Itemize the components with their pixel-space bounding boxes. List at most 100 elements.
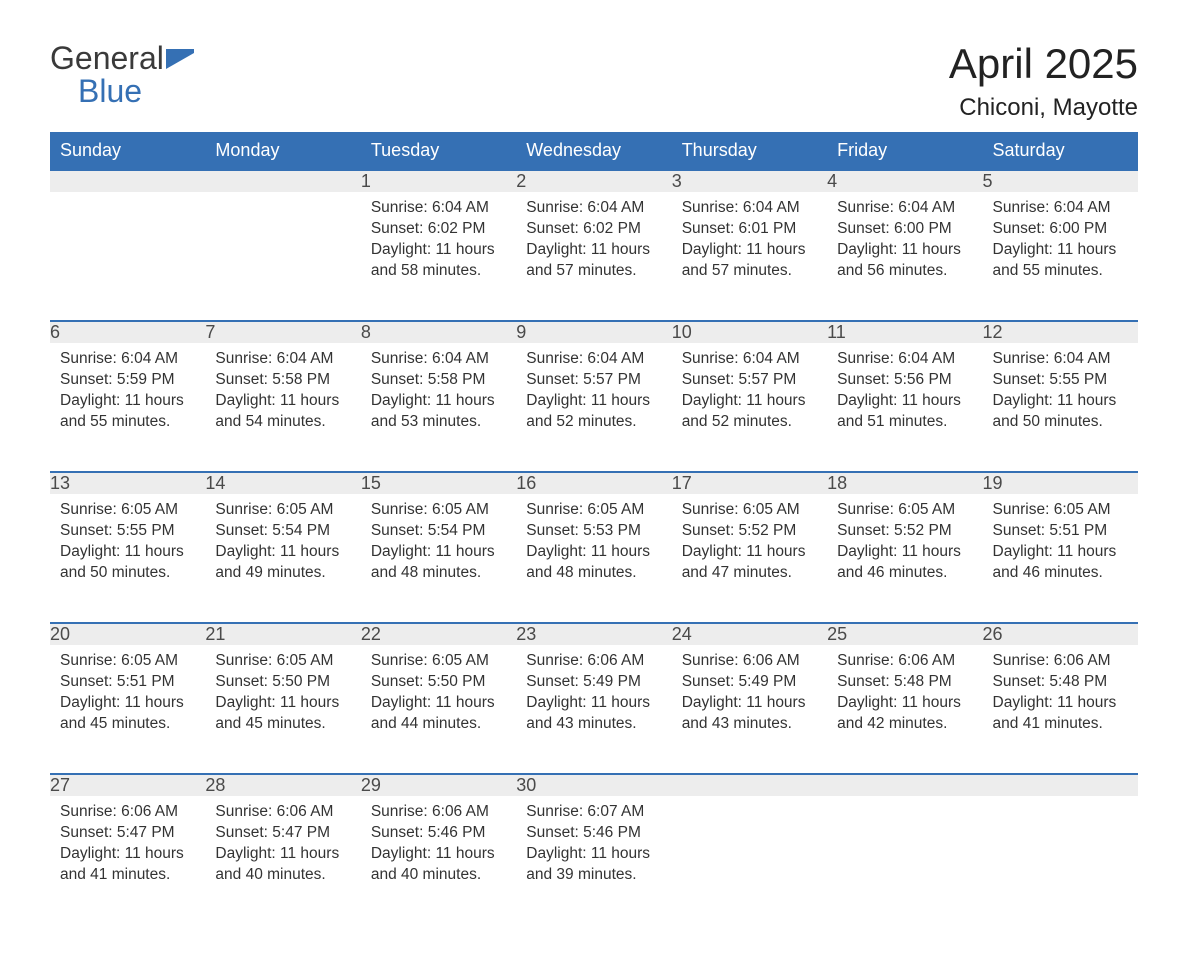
daylight-line: Daylight: 11 hours and 39 minutes.: [526, 844, 661, 886]
sunset-line: Sunset: 5:57 PM: [682, 370, 817, 391]
week-daynum-row: 27282930: [50, 774, 1138, 796]
sunset-line: Sunset: 5:59 PM: [60, 370, 195, 391]
day-body: Sunrise: 6:06 AMSunset: 5:47 PMDaylight:…: [50, 796, 205, 896]
week-body-row: Sunrise: 6:06 AMSunset: 5:47 PMDaylight:…: [50, 796, 1138, 924]
day-body: Sunrise: 6:04 AMSunset: 5:58 PMDaylight:…: [205, 343, 360, 443]
day-body: Sunrise: 6:07 AMSunset: 5:46 PMDaylight:…: [516, 796, 671, 896]
daylight-line: Daylight: 11 hours and 55 minutes.: [60, 391, 195, 433]
day-body: Sunrise: 6:05 AMSunset: 5:55 PMDaylight:…: [50, 494, 205, 594]
sunrise-line: Sunrise: 6:04 AM: [837, 198, 972, 219]
sunrise-line: Sunrise: 6:04 AM: [682, 198, 817, 219]
logo-flag-icon: [164, 42, 198, 79]
sunset-line: Sunset: 6:00 PM: [837, 219, 972, 240]
day-body: Sunrise: 6:06 AMSunset: 5:46 PMDaylight:…: [361, 796, 516, 896]
day-body: Sunrise: 6:06 AMSunset: 5:49 PMDaylight:…: [516, 645, 671, 745]
sunset-line: Sunset: 5:50 PM: [371, 672, 506, 693]
day-cell: Sunrise: 6:04 AMSunset: 5:58 PMDaylight:…: [361, 343, 516, 472]
brand-text-1: General: [50, 40, 164, 76]
day-number-cell: 1: [361, 170, 516, 192]
day-cell: Sunrise: 6:06 AMSunset: 5:46 PMDaylight:…: [361, 796, 516, 924]
daylight-line: Daylight: 11 hours and 45 minutes.: [215, 693, 350, 735]
weekday-header: Sunday: [50, 132, 205, 170]
sunrise-line: Sunrise: 6:04 AM: [60, 349, 195, 370]
day-cell: Sunrise: 6:05 AMSunset: 5:54 PMDaylight:…: [205, 494, 360, 623]
day-number-cell: 21: [205, 623, 360, 645]
day-cell: Sunrise: 6:04 AMSunset: 6:02 PMDaylight:…: [516, 192, 671, 321]
sunrise-line: Sunrise: 6:04 AM: [215, 349, 350, 370]
weekday-header: Thursday: [672, 132, 827, 170]
day-cell: [983, 796, 1138, 924]
day-number-cell: 20: [50, 623, 205, 645]
weekday-header: Wednesday: [516, 132, 671, 170]
day-cell: Sunrise: 6:04 AMSunset: 6:02 PMDaylight:…: [361, 192, 516, 321]
day-cell: Sunrise: 6:05 AMSunset: 5:52 PMDaylight:…: [827, 494, 982, 623]
day-body: Sunrise: 6:06 AMSunset: 5:48 PMDaylight:…: [827, 645, 982, 745]
day-body: Sunrise: 6:06 AMSunset: 5:47 PMDaylight:…: [205, 796, 360, 896]
sunset-line: Sunset: 6:00 PM: [993, 219, 1128, 240]
sunrise-line: Sunrise: 6:05 AM: [682, 500, 817, 521]
day-number-cell: 17: [672, 472, 827, 494]
sunset-line: Sunset: 5:47 PM: [60, 823, 195, 844]
day-body: Sunrise: 6:04 AMSunset: 5:57 PMDaylight:…: [516, 343, 671, 443]
day-number-cell: [983, 774, 1138, 796]
day-number-cell: 27: [50, 774, 205, 796]
day-number-cell: 23: [516, 623, 671, 645]
day-body: Sunrise: 6:04 AMSunset: 6:01 PMDaylight:…: [672, 192, 827, 292]
day-number-cell: 13: [50, 472, 205, 494]
calendar-table: SundayMondayTuesdayWednesdayThursdayFrid…: [50, 132, 1138, 924]
sunset-line: Sunset: 5:56 PM: [837, 370, 972, 391]
day-cell: Sunrise: 6:05 AMSunset: 5:50 PMDaylight:…: [361, 645, 516, 774]
sunset-line: Sunset: 5:52 PM: [837, 521, 972, 542]
day-cell: Sunrise: 6:06 AMSunset: 5:49 PMDaylight:…: [672, 645, 827, 774]
day-cell: [50, 192, 205, 321]
sunrise-line: Sunrise: 6:04 AM: [682, 349, 817, 370]
sunrise-line: Sunrise: 6:05 AM: [60, 500, 195, 521]
sunset-line: Sunset: 5:49 PM: [526, 672, 661, 693]
day-cell: Sunrise: 6:06 AMSunset: 5:49 PMDaylight:…: [516, 645, 671, 774]
day-cell: Sunrise: 6:04 AMSunset: 5:57 PMDaylight:…: [672, 343, 827, 472]
day-cell: Sunrise: 6:07 AMSunset: 5:46 PMDaylight:…: [516, 796, 671, 924]
day-number-cell: 9: [516, 321, 671, 343]
day-body: Sunrise: 6:04 AMSunset: 6:00 PMDaylight:…: [827, 192, 982, 292]
daylight-line: Daylight: 11 hours and 51 minutes.: [837, 391, 972, 433]
sunrise-line: Sunrise: 6:06 AM: [371, 802, 506, 823]
week-daynum-row: 20212223242526: [50, 623, 1138, 645]
day-cell: Sunrise: 6:06 AMSunset: 5:48 PMDaylight:…: [983, 645, 1138, 774]
day-number-cell: 12: [983, 321, 1138, 343]
daylight-line: Daylight: 11 hours and 57 minutes.: [526, 240, 661, 282]
sunrise-line: Sunrise: 6:04 AM: [371, 349, 506, 370]
day-number-cell: 14: [205, 472, 360, 494]
page-title: April 2025: [949, 40, 1138, 88]
sunrise-line: Sunrise: 6:04 AM: [526, 198, 661, 219]
daylight-line: Daylight: 11 hours and 41 minutes.: [993, 693, 1128, 735]
day-body: Sunrise: 6:05 AMSunset: 5:50 PMDaylight:…: [205, 645, 360, 745]
title-block: April 2025 Chiconi, Mayotte: [949, 40, 1138, 122]
day-number-cell: 4: [827, 170, 982, 192]
daylight-line: Daylight: 11 hours and 48 minutes.: [526, 542, 661, 584]
sunset-line: Sunset: 5:51 PM: [993, 521, 1128, 542]
daylight-line: Daylight: 11 hours and 45 minutes.: [60, 693, 195, 735]
day-body: Sunrise: 6:05 AMSunset: 5:54 PMDaylight:…: [205, 494, 360, 594]
sunset-line: Sunset: 5:55 PM: [60, 521, 195, 542]
sunrise-line: Sunrise: 6:06 AM: [60, 802, 195, 823]
sunrise-line: Sunrise: 6:05 AM: [837, 500, 972, 521]
day-body: Sunrise: 6:06 AMSunset: 5:48 PMDaylight:…: [983, 645, 1138, 745]
sunset-line: Sunset: 6:02 PM: [526, 219, 661, 240]
day-number-cell: [50, 170, 205, 192]
day-body: Sunrise: 6:04 AMSunset: 5:58 PMDaylight:…: [361, 343, 516, 443]
day-cell: Sunrise: 6:05 AMSunset: 5:51 PMDaylight:…: [50, 645, 205, 774]
brand-logo: General Blue: [50, 40, 198, 110]
sunrise-line: Sunrise: 6:05 AM: [215, 651, 350, 672]
day-body: Sunrise: 6:05 AMSunset: 5:54 PMDaylight:…: [361, 494, 516, 594]
day-cell: Sunrise: 6:04 AMSunset: 6:00 PMDaylight:…: [827, 192, 982, 321]
daylight-line: Daylight: 11 hours and 53 minutes.: [371, 391, 506, 433]
day-body: Sunrise: 6:04 AMSunset: 5:56 PMDaylight:…: [827, 343, 982, 443]
weekday-header: Friday: [827, 132, 982, 170]
sunrise-line: Sunrise: 6:07 AM: [526, 802, 661, 823]
day-body: Sunrise: 6:05 AMSunset: 5:51 PMDaylight:…: [50, 645, 205, 745]
daylight-line: Daylight: 11 hours and 50 minutes.: [993, 391, 1128, 433]
sunrise-line: Sunrise: 6:05 AM: [215, 500, 350, 521]
daylight-line: Daylight: 11 hours and 41 minutes.: [60, 844, 195, 886]
daylight-line: Daylight: 11 hours and 40 minutes.: [371, 844, 506, 886]
daylight-line: Daylight: 11 hours and 58 minutes.: [371, 240, 506, 282]
